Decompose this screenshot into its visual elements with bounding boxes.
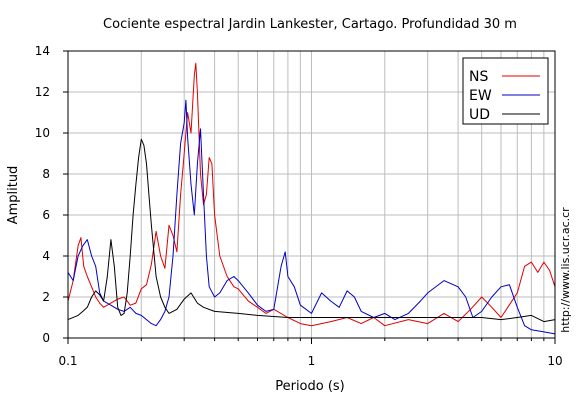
chart-title: Cociente espectral Jardin Lankester, Car… [103, 17, 517, 32]
legend-label-ew: EW [469, 88, 492, 104]
y-tick-label: 12 [35, 85, 50, 99]
y-tick-label: 4 [42, 249, 50, 263]
y-tick-label: 8 [42, 167, 50, 181]
x-axis-label: Periodo (s) [275, 379, 345, 394]
series-line-ew [67, 99, 556, 335]
legend-label-ns: NS [469, 69, 488, 85]
x-tick-label: 10 [547, 354, 562, 368]
legend-label-ud: UD [469, 107, 490, 123]
y-axis-label: Amplitud [6, 166, 21, 225]
y-tick-label: 6 [42, 208, 50, 222]
y-tick-label: 14 [35, 44, 50, 58]
y-tick-label: 10 [35, 126, 50, 140]
x-tick-label: 0.1 [58, 354, 77, 368]
legend-box [462, 57, 549, 125]
series-line-ud [67, 138, 556, 323]
x-tick-label: 1 [308, 354, 316, 368]
series-line-ns [67, 62, 556, 327]
y-tick-label: 0 [42, 331, 50, 345]
x-axis-ticks: 0.1 1 10 [58, 338, 563, 368]
y-tick-label: 2 [42, 290, 50, 304]
legend: NS EW UD [462, 57, 549, 125]
source-url: http://www.lis.ucr.ac.cr [559, 207, 572, 333]
y-axis-ticks: 0 2 4 6 8 10 12 14 [35, 44, 68, 345]
grid [67, 50, 555, 339]
series-lines [67, 62, 556, 335]
